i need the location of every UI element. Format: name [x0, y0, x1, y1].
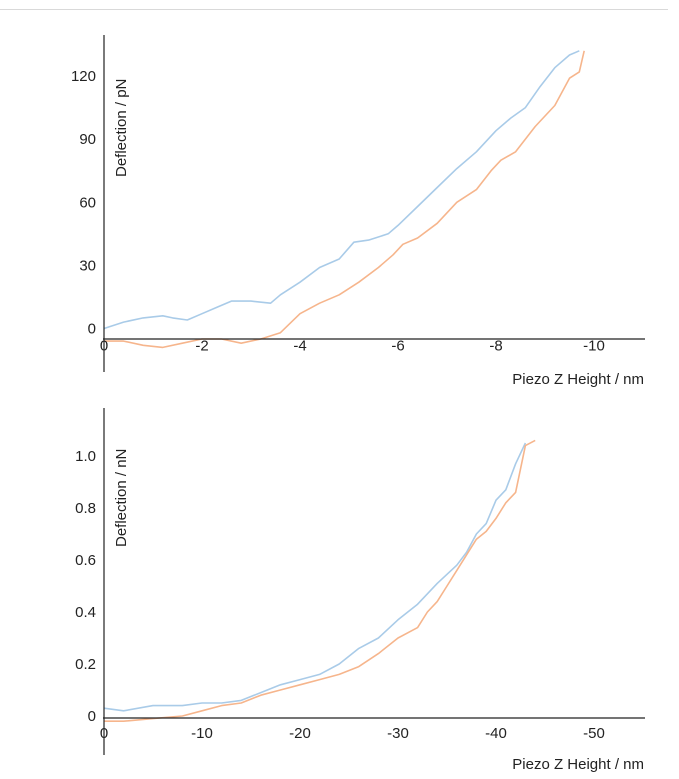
nn-y-tick-label: 0.4 [75, 604, 96, 621]
pn-series-line-2 [104, 50, 585, 349]
pn-y-tick-label: 90 [79, 131, 96, 148]
nn-tick-labels: 0 -10 -20 -30 -40 -50 0 0.2 0.4 0.6 0.8 1.0 [75, 448, 605, 742]
nn-y-axis-title: Deflection / nN [113, 449, 130, 547]
pn-x-tick-label: -10 [583, 337, 605, 354]
nn-y-tick-label: 0.2 [75, 656, 96, 673]
pn-tick-labels: 0 -2 -4 -6 -8 -10 0 30 60 90 120 [71, 68, 605, 354]
pn-x-tick-label: -8 [489, 337, 502, 354]
pn-y-tick-label: 60 [79, 194, 96, 211]
nn-x-tick-label: -40 [485, 725, 507, 742]
pn-y-tick-label: 120 [71, 68, 96, 85]
pn-x-tick-label: -2 [195, 337, 208, 354]
nn-x-tick-label: -20 [289, 725, 311, 742]
pn-y-tick-label: 0 [88, 320, 96, 337]
nn-series-layer [103, 439, 536, 723]
pn-series-line-1 [103, 50, 580, 330]
nn-series-line-2 [104, 439, 536, 723]
pn-x-tick-label: 0 [100, 337, 108, 354]
deflection-pn-chart: 0 -2 -4 -6 -8 -10 0 30 60 90 120 Piezo Z Height / … [71, 35, 645, 388]
pn-x-tick-label: -4 [293, 337, 306, 354]
nn-y-tick-label: 0.8 [75, 500, 96, 517]
nn-x-tick-label: -50 [583, 725, 605, 742]
top-divider-line [0, 9, 668, 10]
nn-y-tick-label: 0.6 [75, 552, 96, 569]
nn-series-line-1 [103, 442, 527, 712]
nn-x-axis-title: Piezo Z Height / nm [512, 756, 644, 773]
nn-y-tick-label: 1.0 [75, 448, 96, 465]
pn-x-axis-title: Piezo Z Height / nm [512, 371, 644, 388]
nn-x-tick-label: 0 [100, 725, 108, 742]
deflection-nn-chart: 0 -10 -20 -30 -40 -50 0 0.2 0.4 0.6 0.8 1.0 Piezo Z… [75, 408, 645, 773]
nn-x-tick-label: -10 [191, 725, 213, 742]
nn-x-tick-label: -30 [387, 725, 409, 742]
pn-y-axis-title: Deflection / pN [113, 79, 130, 177]
pn-series-layer [103, 50, 585, 349]
pn-x-tick-label: -6 [391, 337, 404, 354]
pn-y-tick-label: 30 [79, 257, 96, 274]
nn-y-tick-label: 0 [88, 708, 96, 725]
